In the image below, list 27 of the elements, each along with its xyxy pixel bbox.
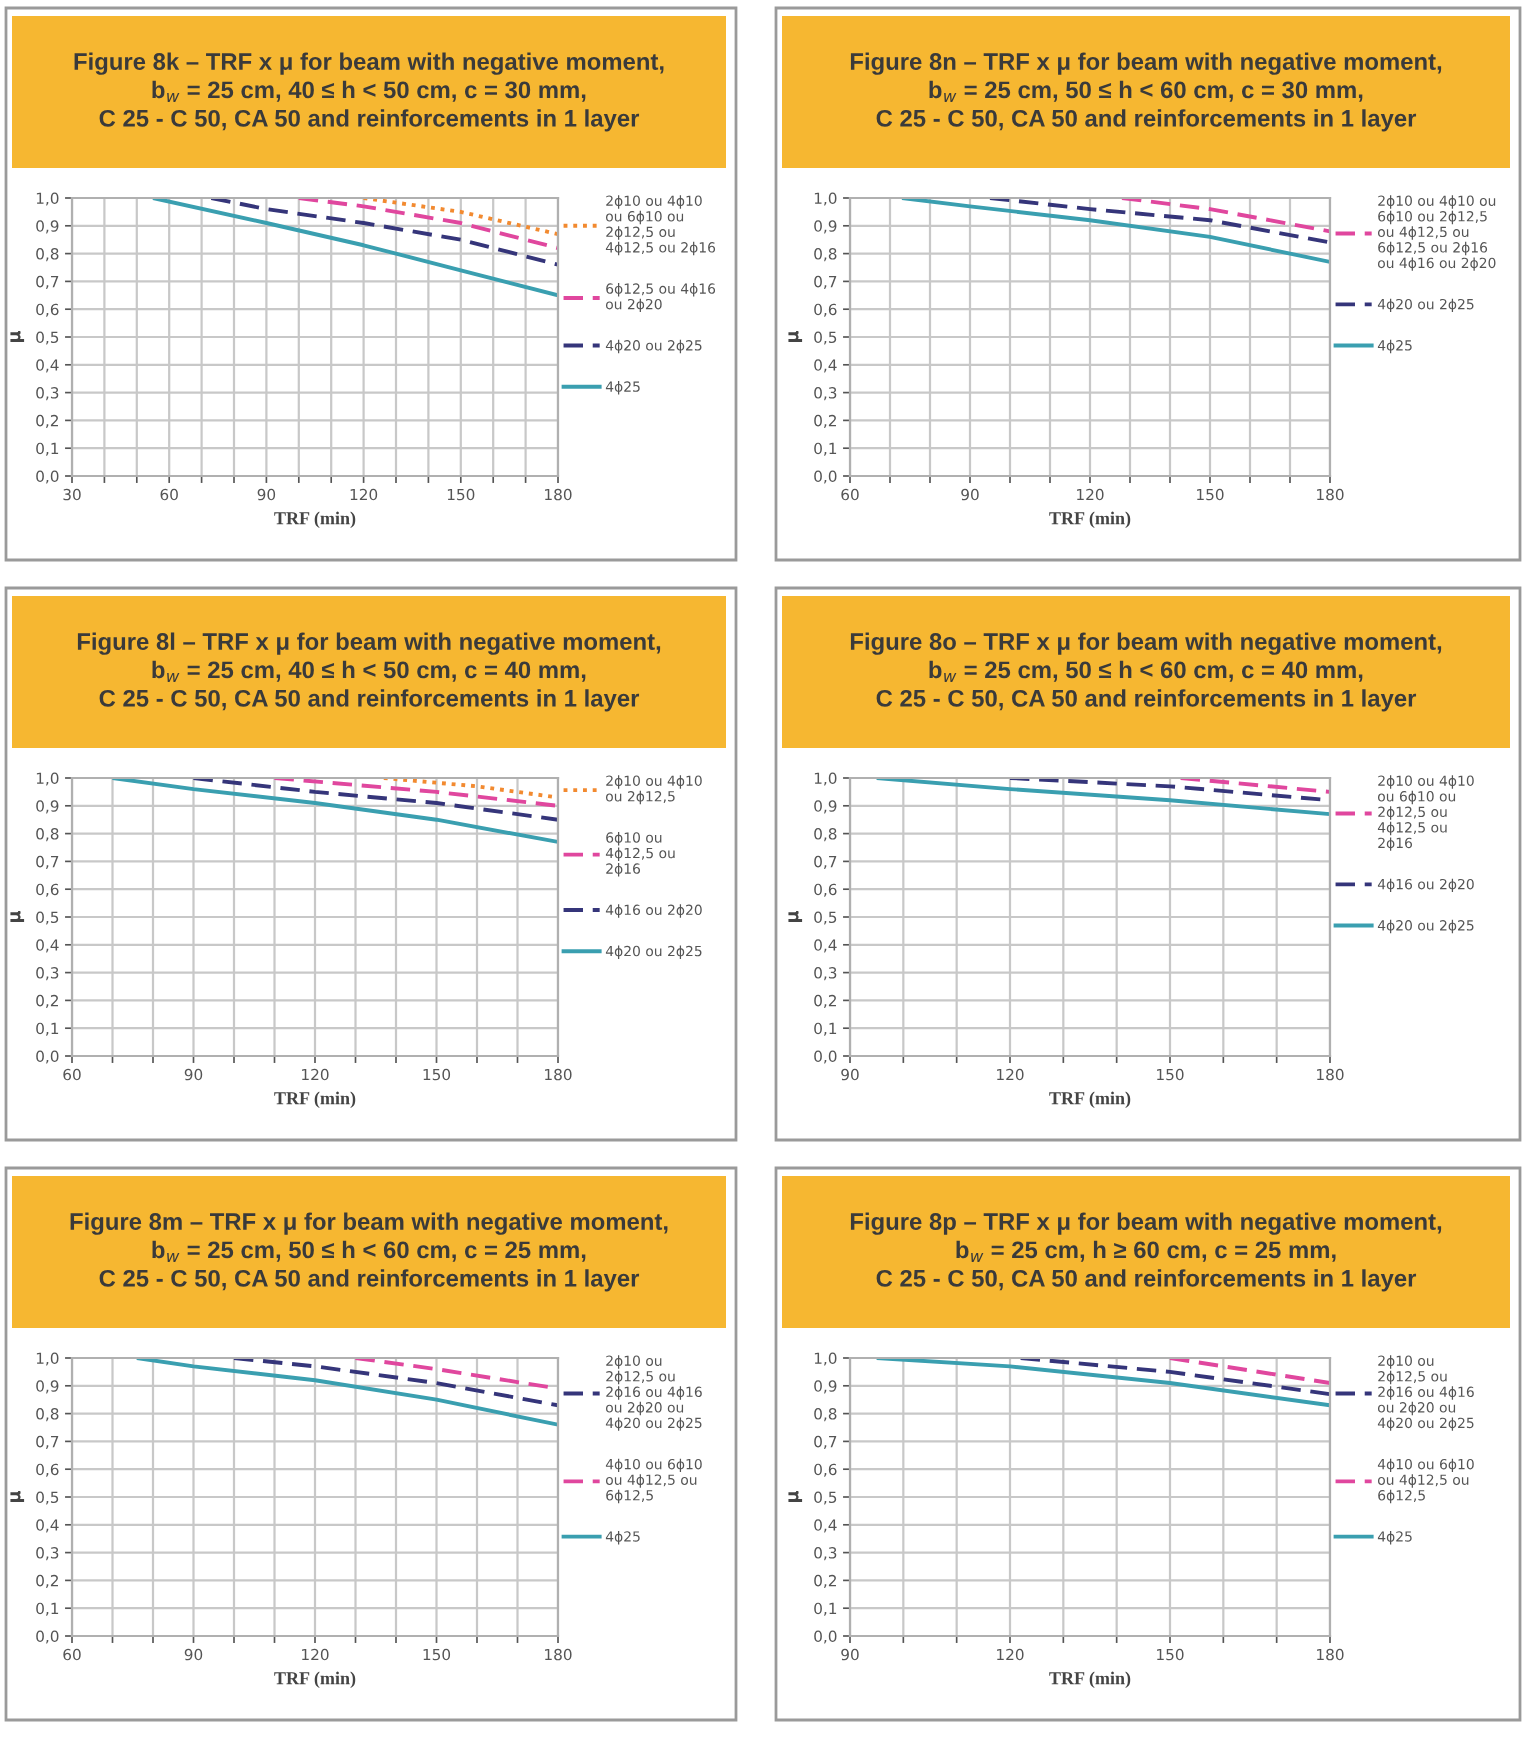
chart-title: Figure 8l – TRF x μ for beam with negative moment, b$_{w}$ = 25 cm, 40 ≤ h < 50 cm, c = 40 mm, C 25 - C 50, CA 50 and reinforcements in 1 layer xyxy=(77,632,661,712)
y-axis-title: μ xyxy=(10,330,25,343)
line-series xyxy=(900,198,1330,264)
line-series xyxy=(151,198,558,298)
y-axis-title: μ xyxy=(788,330,803,343)
line-series xyxy=(191,778,558,822)
y-axis-title: μ xyxy=(788,1490,803,1503)
chart-title: Figure 8k – TRF x μ for beam with negative moment, b$_{w}$ = 25 cm, 40 ≤ h < 50 cm, c = 30 mm, C 25 - C 50, CA 50 and reinforcements in 1 layer xyxy=(74,52,664,132)
line-series xyxy=(232,1358,558,1408)
x-axis-title: TRF (min) xyxy=(1049,511,1131,528)
y-axis-title: μ xyxy=(10,910,25,923)
chart-title: Figure 8n – TRF x μ for beam with negative moment, b$_{w}$ = 25 cm, 50 ≤ h < 60 cm, c = 30 mm, C 25 - C 50, CA 50 and reinforcements in 1 layer xyxy=(850,52,1442,132)
line-series xyxy=(874,778,1330,817)
x-axis-title: TRF (min) xyxy=(1049,1091,1131,1108)
chart-title: Figure 8p – TRF x μ for beam with negative moment, b$_{w}$ = 25 cm, h ≥ 60 cm, c = 25 mm, C 25 - C 50, CA 50 and reinforcements in 1 layer xyxy=(850,1212,1442,1292)
x-axis-title: TRF (min) xyxy=(274,1091,356,1108)
chart-title: Figure 8o – TRF x μ for beam with negative moment, b$_{w}$ = 25 cm, 50 ≤ h < 60 cm, c = 40 mm, C 25 - C 50, CA 50 and reinforcements in 1 layer xyxy=(850,632,1442,712)
line-series xyxy=(209,198,558,267)
x-axis-title: TRF (min) xyxy=(274,511,356,528)
chart-title: Figure 8m – TRF x μ for beam with negative moment, b$_{w}$ = 25 cm, 50 ≤ h < 60 cm, c = 25 mm, C 25 - C 50, CA 50 and reinforcements in 1 layer xyxy=(70,1212,668,1292)
x-axis-title: TRF (min) xyxy=(274,1671,356,1688)
line-series xyxy=(110,778,558,844)
y-axis-title: μ xyxy=(10,1490,25,1503)
x-axis-title: TRF (min) xyxy=(1049,1671,1131,1688)
y-axis-title: μ xyxy=(788,910,803,923)
line-series xyxy=(134,1358,558,1427)
line-series xyxy=(296,198,558,250)
